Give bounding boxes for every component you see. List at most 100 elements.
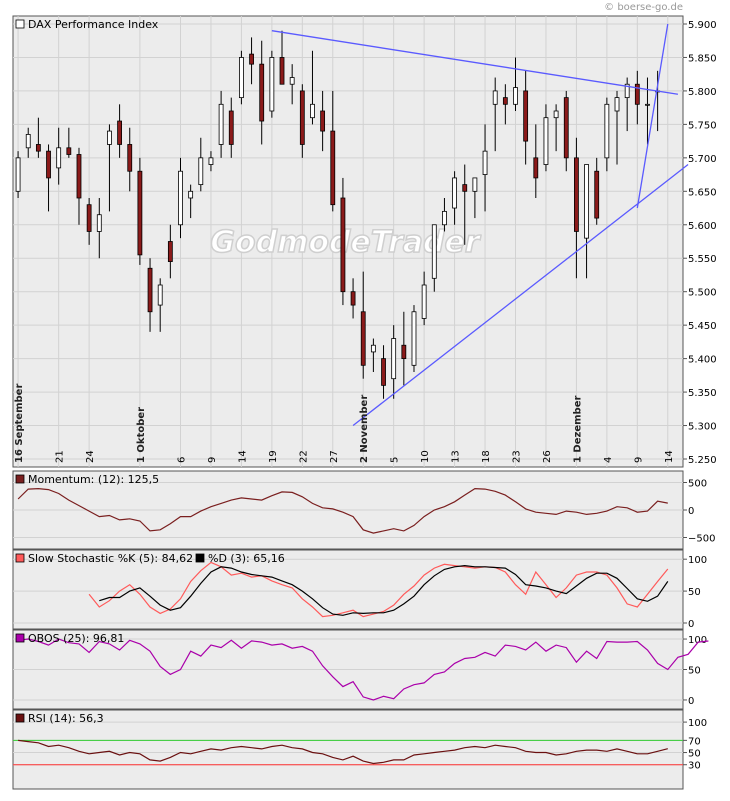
panel-title: DAX Performance Index [28,18,159,31]
candle-body [117,120,122,145]
candle-body [289,77,295,85]
candle-body [198,157,204,186]
candle [391,325,397,399]
y-tick-label: −500 [688,534,715,545]
candle-body [330,130,336,206]
candle [472,177,478,219]
candle-body [86,204,92,232]
candle [208,151,214,172]
candle [401,311,407,386]
candle-body [563,97,569,159]
y-tick-label: 100 [688,555,707,566]
x-date-label: 13 [451,450,462,463]
x-date-label: 19 [268,450,279,463]
panel-title: Momentum: (12): 125,5 [28,473,159,486]
candle [492,77,498,152]
candle-body [25,134,31,149]
candle-body [543,117,549,165]
y-tick-label: 100 [688,635,707,646]
x-date-label: 5 [390,457,401,463]
chart-panels: 5.250 5.300 5.350 5.400 5.450 5.500 5.550 5.600… [12,15,717,790]
y-tick-label: 5.650 [688,187,717,198]
candle [330,90,336,212]
candle [239,50,244,105]
candle [56,127,62,185]
candle [279,30,285,85]
candle-body [624,83,630,99]
legend-swatch [15,553,25,563]
legend-swatch [15,633,25,643]
x-date-label: 14 [664,450,675,463]
series-line-1 [99,564,669,616]
y-tick-label: 0 [688,696,694,707]
x-date-label: 6 [177,457,188,463]
trendline [352,164,689,427]
candle [157,278,163,332]
candle [218,90,224,158]
candle-body [584,164,589,239]
panel-title: Slow Stochastic %K (5): 84,62 [28,552,193,565]
series-line-0 [18,739,668,765]
candle-body [46,150,51,179]
x-date-label: 27 [329,450,340,463]
y-tick-label: 70 [688,736,701,747]
candle [167,224,173,279]
candle-body [553,110,559,119]
candle [360,271,366,379]
y-tick-label: 50 [688,749,701,760]
candle [421,271,427,326]
y-tick-label: 5.600 [688,221,717,232]
panel-2: 100 50 0 Slow Stochastic %K (5): 84,62 %D (3… [12,549,707,630]
candle [482,124,488,212]
candle-body [482,150,488,175]
candle [15,151,21,198]
candle [147,258,153,332]
candle [502,84,508,125]
candle-body [533,157,539,179]
candle-body [523,90,529,142]
y-tick-label: 5.550 [688,254,717,265]
candle-body [66,147,72,155]
x-date-label: 10 [420,450,431,463]
candle-body [279,57,285,85]
x-date-label: 21 [55,450,66,463]
candle-body [269,57,275,112]
candle-body [137,170,143,256]
candle [543,104,549,172]
candle [127,127,133,192]
panel-frame [12,709,684,790]
candle [310,50,315,125]
candle-body [462,184,468,192]
y-tick-label: 500 [688,479,707,490]
x-date-label: 2 November [359,395,370,463]
candle [563,90,569,172]
candle [320,90,326,152]
y-tick-label: 5.800 [688,87,717,98]
legend-swatch [15,19,25,29]
candle-body [421,284,427,319]
candle [634,70,640,125]
candle-body [442,210,447,226]
candle-body [370,344,376,353]
x-date-label: 26 [542,450,553,463]
candle [86,198,92,245]
candle-body [634,83,640,105]
candle [431,224,437,292]
candle-body [604,103,610,159]
candle [117,104,122,158]
x-date-label: 1 Dezember [572,396,583,463]
candle-body [218,103,224,145]
candle [411,305,417,372]
legend-swatch [195,553,205,563]
x-date-label: 14 [237,450,248,463]
candle-body [299,90,305,145]
candle-body [76,154,82,199]
candle-body [107,130,112,145]
candle [107,124,112,212]
candle-body [208,157,214,165]
trendline [636,23,669,209]
candle-body [401,344,407,360]
candle-body [167,241,173,262]
candle [574,137,579,279]
